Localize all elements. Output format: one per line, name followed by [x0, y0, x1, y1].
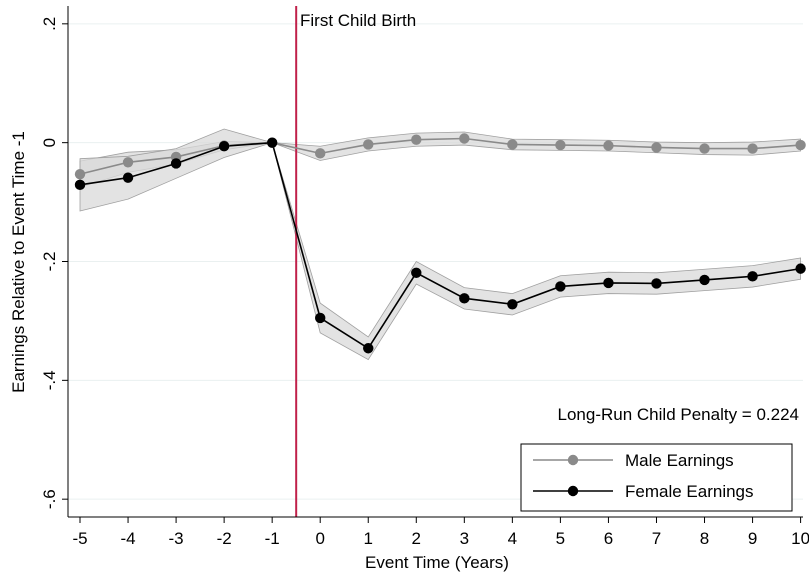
data-point-series-1-6 — [363, 343, 374, 354]
x-tick-label-0: -5 — [72, 529, 87, 548]
series-line-1 — [79, 141, 801, 350]
data-point-series-1-10 — [555, 281, 566, 292]
y-tick-label-3: -.4 — [40, 370, 59, 390]
data-point-series-1-4 — [266, 137, 278, 148]
data-point-series-0-14 — [747, 143, 758, 154]
x-tick-label-14: 9 — [748, 529, 757, 548]
data-point-series-0-7 — [411, 134, 422, 145]
y-axis-title: Earnings Relative to Event Time -1 — [9, 131, 28, 393]
data-point-series-1-2 — [170, 158, 182, 169]
legend: Male Earnings Female Earnings — [520, 443, 793, 512]
x-tick-label-12: 7 — [652, 529, 661, 548]
data-point-series-0-0 — [74, 168, 86, 180]
data-point-series-0-1 — [122, 157, 134, 168]
data-point-series-0-9 — [507, 139, 518, 150]
x-tick-label-1: -4 — [120, 529, 135, 548]
child-penalty-annotation: Long-Run Child Penalty = 0.224 — [558, 405, 799, 424]
legend-male-label: Male Earnings — [625, 451, 734, 470]
data-point-series-1-0 — [74, 179, 86, 191]
data-point-series-1-7 — [411, 267, 422, 278]
data-point-series-1-9 — [507, 299, 518, 310]
data-point-series-0-12 — [651, 142, 662, 153]
data-point-series-1-13 — [699, 274, 710, 286]
event-line-label: First Child Birth — [300, 11, 416, 30]
data-point-series-0-8 — [459, 133, 470, 144]
x-tick-label-3: -2 — [217, 529, 232, 548]
x-tick-label-8: 3 — [460, 529, 469, 548]
legend-box — [520, 443, 793, 512]
data-point-series-0-5 — [315, 148, 326, 159]
x-tick-label-6: 1 — [364, 529, 373, 548]
data-point-series-1-14 — [747, 271, 758, 282]
data-point-series-0-13 — [699, 143, 710, 154]
data-point-series-1-5 — [315, 312, 326, 324]
data-point-series-0-6 — [363, 139, 374, 150]
x-axis-title: Event Time (Years) — [365, 553, 509, 572]
y-tick-label-0: .2 — [40, 17, 59, 31]
data-point-series-0-11 — [603, 140, 614, 151]
x-tick-label-15: 10 — [791, 529, 809, 548]
data-point-series-1-11 — [603, 277, 614, 289]
x-tick-label-13: 8 — [700, 529, 709, 548]
legend-female-swatch-marker — [567, 485, 579, 497]
data-point-series-1-12 — [651, 278, 662, 289]
x-tick-label-11: 6 — [604, 529, 613, 548]
data-point-series-0-15 — [795, 139, 806, 151]
y-tick-label-4: -.6 — [40, 489, 59, 509]
y-tick-label-2: -.2 — [40, 252, 59, 272]
y-tick-label-1: 0 — [40, 138, 59, 147]
series-lines — [79, 137, 801, 350]
x-tick-label-2: -3 — [169, 529, 184, 548]
legend-male-swatch-marker — [567, 454, 579, 466]
data-point-series-1-1 — [122, 172, 134, 183]
ci-band-series-1 — [79, 128, 801, 361]
data-point-series-1-3 — [218, 141, 230, 152]
data-point-series-0-10 — [555, 139, 566, 151]
x-tick-label-7: 2 — [412, 529, 421, 548]
x-tick-label-4: -1 — [265, 529, 280, 548]
data-point-series-1-8 — [459, 293, 470, 304]
axes: .2 0 -.2 -.4 -.6 -5 -4 -3 -2 -1 0 1 2 3 4 5 6 7 8 9 10 — [40, 6, 809, 548]
x-tick-label-10: 5 — [556, 529, 565, 548]
x-tick-label-9: 4 — [508, 529, 517, 548]
legend-female-label: Female Earnings — [625, 482, 754, 501]
series-markers — [74, 133, 806, 354]
series-line-0 — [79, 137, 801, 175]
data-point-series-1-15 — [795, 263, 806, 274]
x-tick-label-5: 0 — [315, 529, 324, 548]
